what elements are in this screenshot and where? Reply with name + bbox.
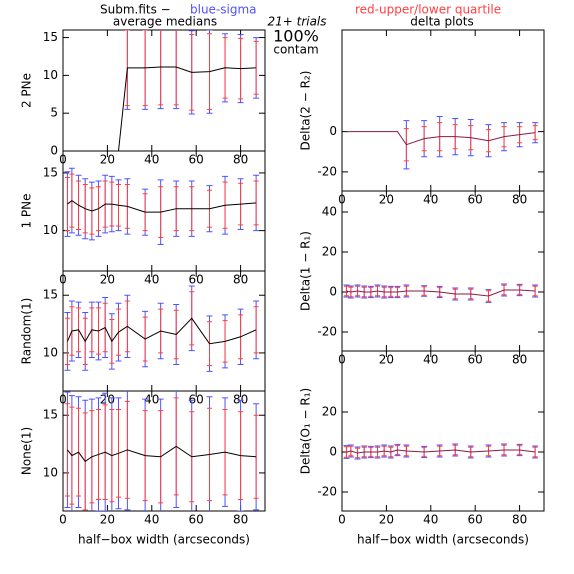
plot-area bbox=[64, 391, 260, 511]
median-line bbox=[67, 199, 257, 213]
y-axis-label: 2 PNe bbox=[20, 73, 34, 108]
y-tick-label: -20 bbox=[317, 325, 337, 339]
x-tick-label: 60 bbox=[468, 193, 483, 207]
legend-quartile: red-upper/lower quartile bbox=[355, 3, 501, 17]
y-tick-label: 20 bbox=[322, 405, 337, 419]
median-line bbox=[67, 445, 257, 463]
x-axis-label: half−box width (arcseconds) bbox=[78, 533, 250, 547]
median-line bbox=[346, 131, 536, 146]
y-tick-label: 0 bbox=[50, 144, 58, 158]
x-tick-label: 60 bbox=[189, 153, 204, 167]
median-line bbox=[67, 66, 257, 151]
quartile-bar bbox=[253, 180, 259, 226]
x-tick-label: 80 bbox=[233, 153, 248, 167]
x-tick-label: 40 bbox=[423, 353, 438, 367]
x-axis-label: half−box width (arcseconds) bbox=[357, 533, 529, 547]
y-tick-label: 10 bbox=[43, 345, 58, 359]
y-axis-label: Random(1) bbox=[20, 298, 34, 365]
y-tick-label: -20 bbox=[317, 485, 337, 499]
y-axis-label: Delta(O₁ − R₁) bbox=[299, 388, 313, 474]
x-tick-label: 80 bbox=[512, 353, 527, 367]
contam-value: 100% bbox=[273, 27, 319, 46]
x-tick-label: 80 bbox=[233, 513, 248, 527]
plot-area bbox=[343, 443, 539, 460]
plot-area bbox=[67, 30, 260, 151]
y-tick-label: 0 bbox=[329, 285, 337, 299]
x-tick-label: 80 bbox=[233, 393, 248, 407]
median-line bbox=[346, 449, 536, 454]
y-tick-label: 40 bbox=[322, 205, 337, 219]
y-tick-label: 10 bbox=[43, 223, 58, 237]
quartile-bar bbox=[253, 414, 259, 499]
contam-label: contam bbox=[273, 43, 318, 57]
x-tick-label: 60 bbox=[189, 273, 204, 287]
y-tick-label: 15 bbox=[43, 288, 58, 302]
quartile-bar bbox=[253, 40, 259, 95]
median-line bbox=[346, 289, 536, 297]
x-tick-label: 80 bbox=[512, 193, 527, 207]
quartile-bar bbox=[532, 285, 538, 297]
y-tick-label: 0 bbox=[329, 124, 337, 138]
y-tick-label: 15 bbox=[43, 408, 58, 422]
y-axis-label: Delta(1 − R₁) bbox=[299, 231, 313, 311]
left-title: average medians bbox=[113, 15, 217, 29]
x-tick-label: 20 bbox=[379, 193, 394, 207]
x-tick-label: 40 bbox=[144, 273, 159, 287]
median-line bbox=[66, 317, 257, 345]
x-tick-label: 40 bbox=[423, 193, 438, 207]
x-tick-label: 20 bbox=[100, 513, 115, 527]
plot-area bbox=[343, 283, 539, 303]
x-tick-label: 20 bbox=[379, 513, 394, 527]
quartile-bar bbox=[64, 317, 70, 365]
panel-frame bbox=[341, 350, 545, 512]
x-tick-label: 60 bbox=[468, 353, 483, 367]
x-tick-label: 20 bbox=[100, 153, 115, 167]
quartile-bar bbox=[253, 306, 259, 354]
x-tick-label: 20 bbox=[379, 353, 394, 367]
x-tick-label: 60 bbox=[189, 513, 204, 527]
y-tick-label: 15 bbox=[43, 165, 58, 179]
x-tick-label: 60 bbox=[189, 393, 204, 407]
y-tick-label: 10 bbox=[43, 465, 58, 479]
x-tick-label: 0 bbox=[338, 513, 346, 527]
file-name: Subm.fits − bbox=[100, 3, 171, 17]
quartile-bar bbox=[532, 446, 538, 458]
y-axis-label: None(1) bbox=[20, 427, 34, 475]
y-axis-label: 1 PNe bbox=[20, 193, 34, 228]
center-title: 21+ trials bbox=[267, 15, 326, 29]
x-tick-label: 60 bbox=[468, 513, 483, 527]
y-tick-label: 20 bbox=[322, 245, 337, 259]
quartile-bar bbox=[532, 125, 538, 141]
plot-area bbox=[346, 116, 539, 170]
x-tick-label: 80 bbox=[233, 273, 248, 287]
legend-sigma: blue-sigma bbox=[190, 3, 257, 17]
x-tick-label: 40 bbox=[144, 513, 159, 527]
y-tick-label: 10 bbox=[43, 68, 58, 82]
right-title: delta plots bbox=[410, 15, 473, 29]
x-tick-label: 40 bbox=[423, 513, 438, 527]
y-axis-label: Delta(2 − R₂) bbox=[299, 71, 313, 151]
x-tick-label: 40 bbox=[144, 153, 159, 167]
x-tick-label: 40 bbox=[144, 393, 159, 407]
x-tick-label: 20 bbox=[100, 393, 115, 407]
x-tick-label: 20 bbox=[100, 273, 115, 287]
y-tick-label: 5 bbox=[50, 106, 58, 120]
y-tick-label: 15 bbox=[43, 30, 58, 44]
y-tick-label: 0 bbox=[329, 445, 337, 459]
plot-area bbox=[64, 167, 260, 245]
panel-frame bbox=[62, 390, 266, 512]
x-tick-label: 0 bbox=[59, 513, 67, 527]
quartile-bar bbox=[64, 403, 70, 497]
x-tick-label: 80 bbox=[512, 513, 527, 527]
y-tick-label: -20 bbox=[317, 164, 337, 178]
plot-area bbox=[64, 285, 260, 372]
